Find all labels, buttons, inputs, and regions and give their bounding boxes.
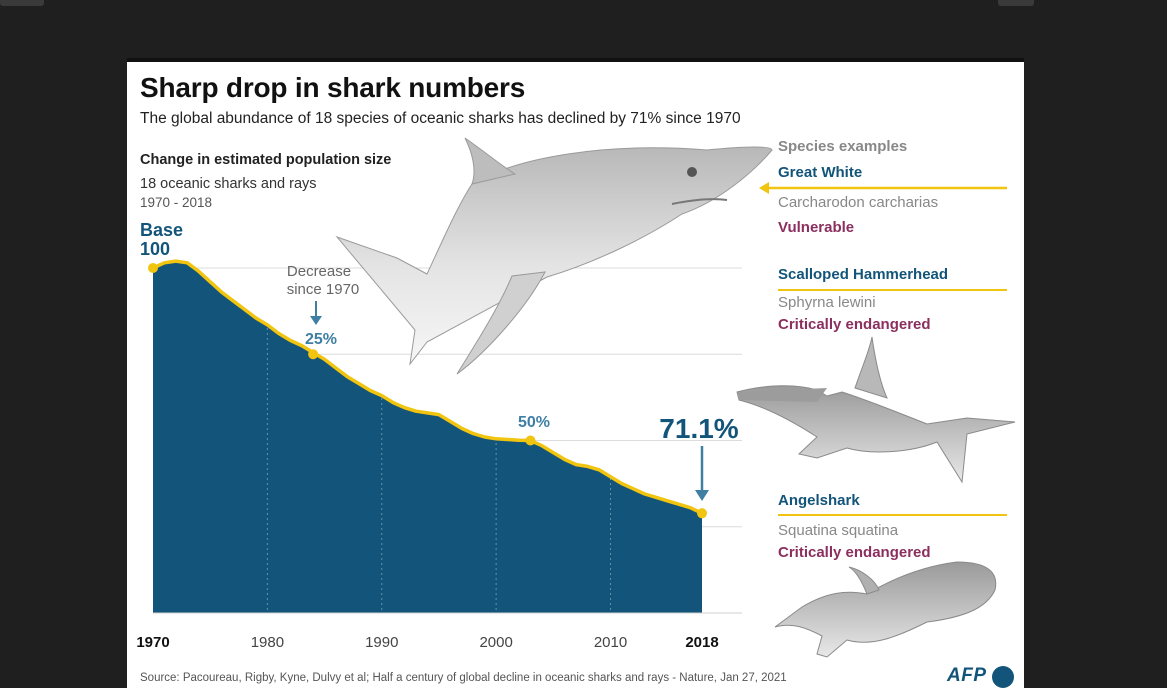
great-white-pointer [759,182,1007,194]
chart-svg: 1970 1980 1990 2000 2010 2018 Base 100 Decrea… [136,137,1016,658]
hammerhead-shark-illustration [736,336,1016,484]
x-tick-1970: 1970 [136,634,169,651]
population-line [152,259,703,515]
species-name-great-white: Great White [778,164,863,181]
window-tab [0,0,44,6]
source-note: Source: Pacoureau, Rigby, Kyne, Dulvy et… [140,672,787,684]
species-status-angelshark: Critically endangered [778,544,931,561]
label-50-percent: 50% [518,414,550,431]
base-label-line2: 100 [140,239,170,259]
markers [148,263,707,519]
chart-range: 1970 - 2018 [140,195,213,210]
marker-3 [697,508,707,519]
x-tick-2010: 2010 [594,634,627,651]
species-heading: Species examples [778,138,908,155]
page-title: Sharp drop in shark numbers [140,72,526,103]
species-scientific-angelshark: Squatina squatina [778,522,899,539]
chart-subheading: 18 oceanic sharks and rays [140,176,317,192]
x-tick-1990: 1990 [365,634,398,651]
marker-0 [148,263,158,273]
marker-1 [308,349,319,360]
label-final-decline: 71.1% [659,413,738,444]
decrease-label-line1: Decrease [287,263,351,280]
window-tab-right [998,0,1034,6]
great-white-shark-illustration [335,137,773,375]
infographic-card: Sharp drop in shark numbers The global a… [127,58,1024,688]
page-subtitle: The global abundance of 18 species of oc… [140,110,741,127]
label-25-percent: 25% [305,331,337,348]
x-axis: 1970 1980 1990 2000 2010 2018 [136,612,742,651]
angelshark-rule [778,514,1007,516]
marker-2 [525,435,536,446]
afp-logo: AFP [947,665,987,686]
population-area [153,261,702,613]
afp-logo-dot [992,666,1014,688]
species-scientific-hammerhead: Sphyrna lewini [778,294,876,311]
x-tick-2018: 2018 [685,634,718,651]
x-tick-2000: 2000 [479,634,512,651]
species-name-hammerhead: Scalloped Hammerhead [778,266,949,283]
chart-heading: Change in estimated population size [140,152,392,168]
decrease-arrow-head [310,316,322,325]
hammerhead-rule [778,289,1007,291]
final-arrow-head [695,490,709,501]
species-scientific-great-white: Carcharodon carcharias [778,194,939,211]
species-status-great-white: Vulnerable [778,219,855,236]
decrease-label-line2: since 1970 [287,281,360,298]
x-tick-1980: 1980 [251,634,284,651]
species-name-angelshark: Angelshark [778,492,860,509]
angelshark-illustration [774,561,997,658]
species-status-hammerhead: Critically endangered [778,316,931,333]
base-label-line1: Base [140,220,183,240]
